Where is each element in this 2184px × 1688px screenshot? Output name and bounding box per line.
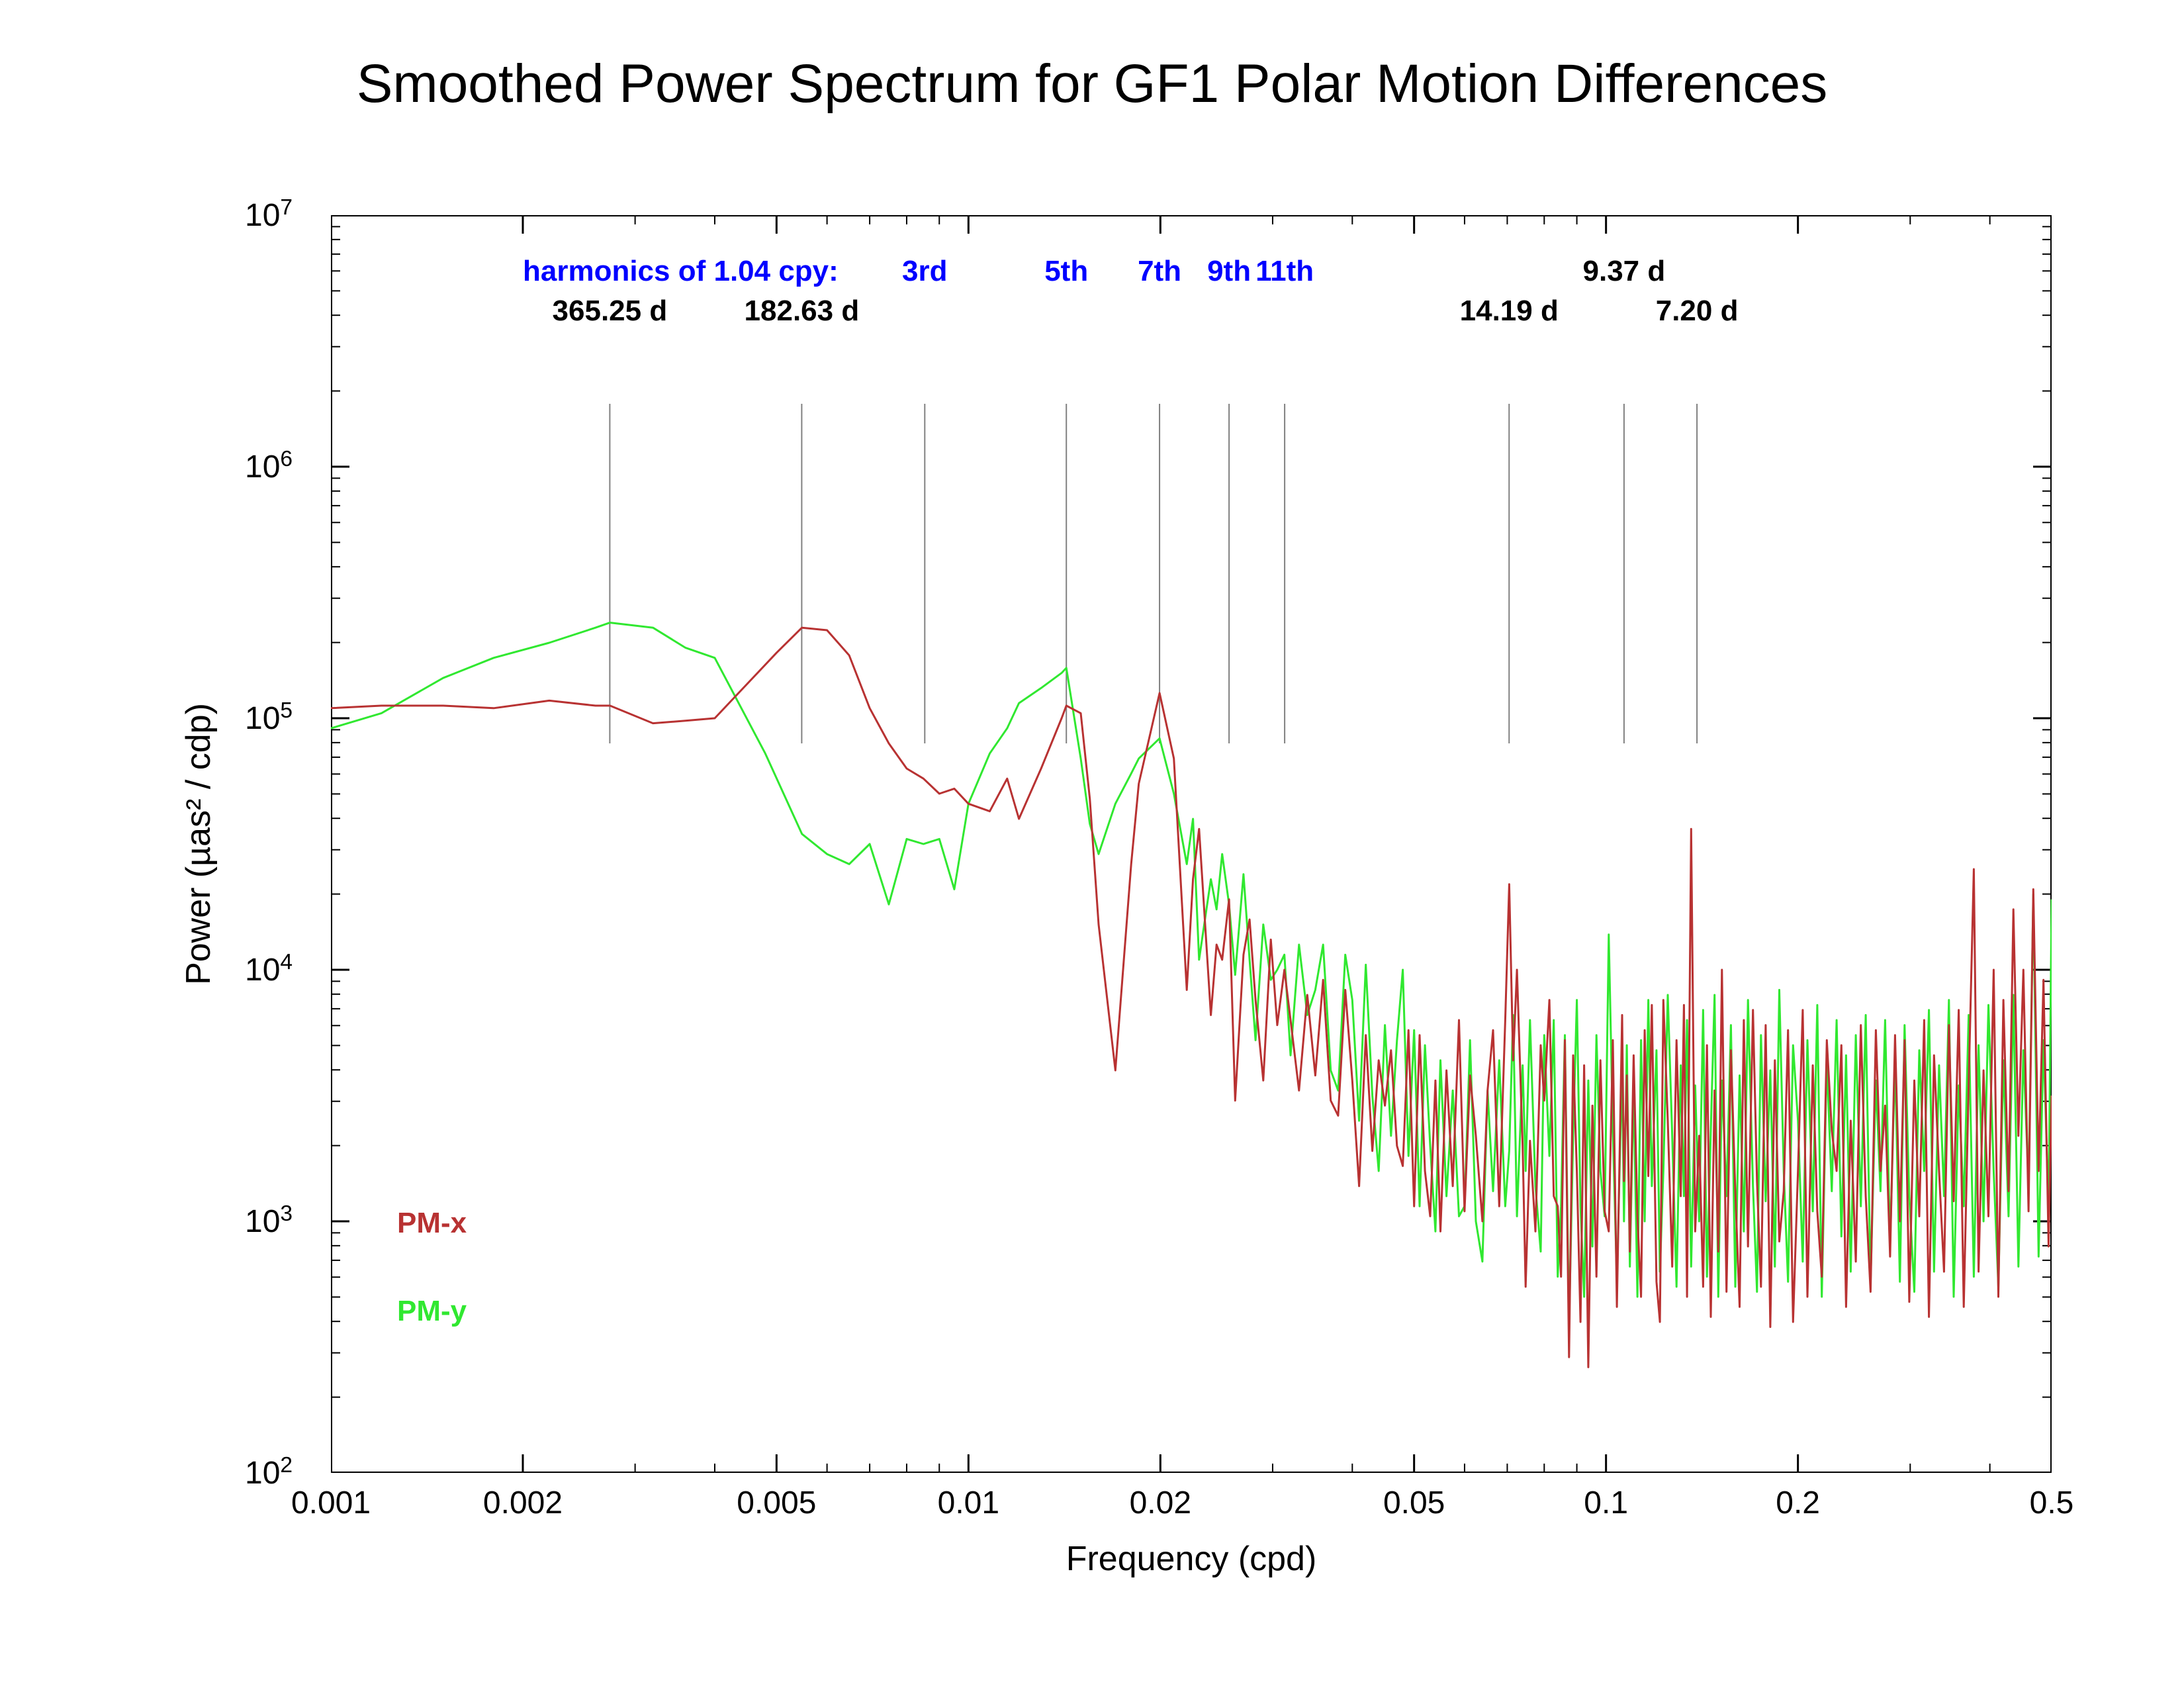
- harmonic-label-blue: 11th: [1255, 255, 1314, 288]
- harmonic-label-black: 182.63 d: [745, 295, 860, 328]
- legend-pmy: PM-y: [397, 1295, 467, 1328]
- series-pmy: [331, 623, 2052, 1327]
- y-tick-label: 107: [245, 195, 293, 234]
- y-tick-label: 102: [245, 1453, 293, 1491]
- legend-pmx: PM-x: [397, 1207, 467, 1240]
- plot-area: [331, 215, 2052, 1473]
- y-tick-label: 104: [245, 950, 293, 988]
- harmonic-label-black: 9.37 d: [1583, 255, 1666, 288]
- harmonic-label-blue: 7th: [1138, 255, 1181, 288]
- x-tick-label: 0.1: [1584, 1485, 1628, 1521]
- x-tick-label: 0.05: [1383, 1485, 1445, 1521]
- x-axis-label-text: Frequency (cpd): [1066, 1540, 1317, 1578]
- y-tick-label: 105: [245, 698, 293, 737]
- plot-svg: [331, 215, 2052, 1473]
- y-tick-label: 103: [245, 1201, 293, 1240]
- series-pmx: [331, 628, 2052, 1367]
- y-axis-label-text: Power (µas² / cdp): [179, 703, 218, 985]
- x-axis-label: Frequency (cpd): [331, 1539, 2052, 1579]
- chart-title: Smoothed Power Spectrum for GF1 Polar Mo…: [0, 53, 2184, 115]
- harmonic-label-blue: 9th: [1207, 255, 1251, 288]
- y-axis-label: Power (µas² / cdp): [179, 703, 218, 985]
- harmonic-label-black: 14.19 d: [1460, 295, 1559, 328]
- harmonic-label-black: 7.20 d: [1656, 295, 1739, 328]
- x-tick-label: 0.01: [938, 1485, 999, 1521]
- x-tick-label: 0.005: [737, 1485, 816, 1521]
- y-tick-label: 106: [245, 447, 293, 485]
- harmonic-label-blue: 5th: [1044, 255, 1088, 288]
- x-tick-label: 0.5: [2030, 1485, 2074, 1521]
- x-tick-label: 0.02: [1130, 1485, 1191, 1521]
- figure-root: Smoothed Power Spectrum for GF1 Polar Mo…: [0, 0, 2184, 1688]
- x-tick-label: 0.002: [483, 1485, 563, 1521]
- harmonic-label-blue: 3rd: [902, 255, 947, 288]
- harmonic-label-black: 365.25 d: [553, 295, 668, 328]
- harmonics-legend: harmonics of 1.04 cpy:: [523, 255, 839, 288]
- x-tick-label: 0.001: [291, 1485, 371, 1521]
- x-tick-label: 0.2: [1776, 1485, 1820, 1521]
